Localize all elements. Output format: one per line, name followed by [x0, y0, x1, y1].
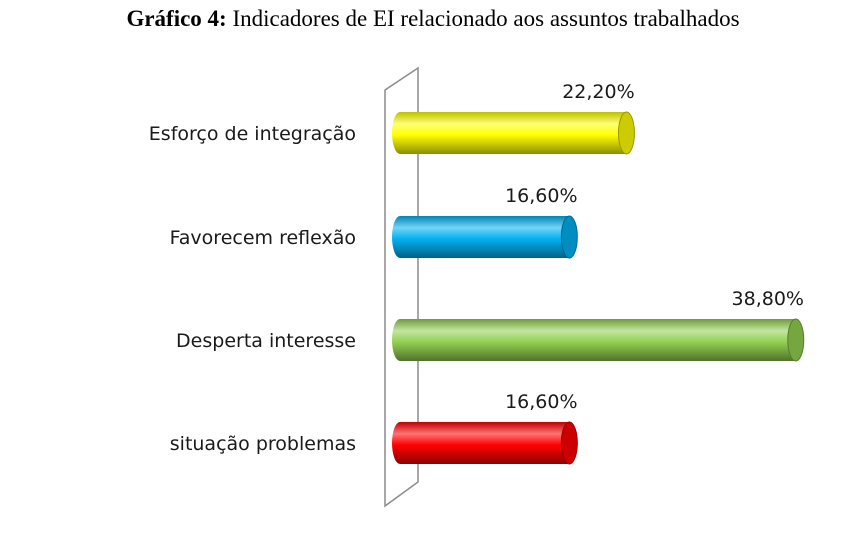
bar-1 — [400, 112, 627, 154]
value-label-4: 16,60% — [505, 391, 577, 413]
axis-wall — [384, 66, 419, 508]
bar-4-end-cap — [560, 421, 578, 465]
bar-3-start-cap — [392, 319, 408, 361]
chart-title-text: Indicadores de EI relacionado aos assunt… — [232, 6, 740, 31]
bar-1-end-cap — [617, 111, 635, 155]
bar-2-end-cap — [560, 215, 578, 259]
bar-4 — [400, 422, 570, 464]
bar-2 — [400, 216, 570, 258]
bar-3 — [400, 319, 796, 361]
category-label-3: Desperta interesse — [176, 330, 356, 352]
bar-1-start-cap — [392, 112, 408, 154]
category-label-4: situação problemas — [170, 433, 356, 455]
bar-4-start-cap — [392, 422, 408, 464]
chart-title-lead: Gráfico 4: — [126, 6, 227, 31]
category-label-1: Esforço de integração — [149, 123, 356, 145]
bar-2-start-cap — [392, 216, 408, 258]
value-label-1: 22,20% — [562, 81, 634, 103]
chart-title: Gráfico 4: Indicadores de EI relacionado… — [0, 6, 866, 32]
category-label-2: Favorecem reflexão — [170, 227, 356, 249]
value-label-2: 16,60% — [505, 185, 577, 207]
bar-3-end-cap — [787, 318, 805, 362]
value-label-3: 38,80% — [732, 288, 804, 310]
